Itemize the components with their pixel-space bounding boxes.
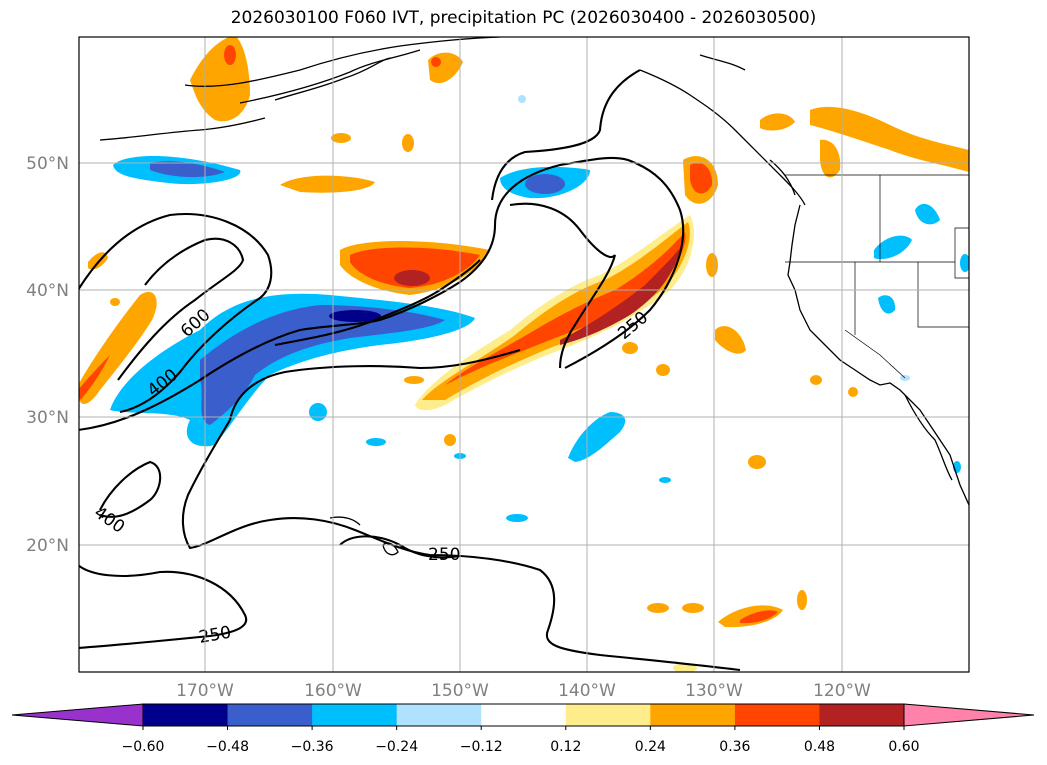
colorbar-tick-label: 0.60 [888,739,919,755]
colorbar-tick-label: −0.24 [375,739,418,755]
state-borders [785,174,969,379]
contour-label: 250 [428,545,460,565]
positive-pc-shading [79,37,969,672]
colorbar-tick-label: 0.36 [719,739,750,755]
colorbar-box [143,704,229,726]
lon-label: 130°W [685,681,743,701]
lat-label: 40°N [26,281,69,301]
colorbar-box [227,704,313,726]
lon-label: 170°W [176,681,234,701]
colorbar-tick-label: −0.60 [122,739,165,755]
colorbar-box [565,704,651,726]
lon-label: 120°W [813,681,871,701]
lat-label: 30°N [26,408,69,428]
colorbar-box [819,704,905,726]
colorbar: −0.60 −0.48 −0.36 −0.24 −0.12 0.12 0.24 0.36 0.4… [11,703,1035,755]
map-title: 2026030100 F060 IVT, precipitation PC (2… [230,8,817,28]
colorbar-tick-label: −0.36 [291,739,334,755]
coastlines [99,37,969,556]
colorbar-tick-label: 0.24 [635,739,666,755]
colorbar-tick-label: −0.12 [460,739,503,755]
colorbar-box [312,704,398,726]
colorbar-tick-label: 0.12 [550,739,581,755]
lon-label: 140°W [558,681,616,701]
colorbar-extend-min [11,703,144,727]
colorbar-tick-label: −0.48 [206,739,249,755]
lat-labels: 50°N 40°N 30°N 20°N [26,154,69,556]
colorbar-box [481,704,567,726]
lon-labels: 170°W 160°W 150°W 140°W 130°W 120°W [176,681,871,701]
ivt-contours [79,69,741,672]
lon-label: 150°W [431,681,489,701]
colorbar-box [650,704,736,726]
contour-label: 250 [197,623,232,648]
colorbar-box [396,704,482,726]
colorbar-extend-max [903,703,1035,727]
gridlines [79,37,969,672]
colorbar-tick-label: 0.48 [804,739,835,755]
map-frame [78,36,970,673]
lon-label: 160°W [304,681,362,701]
map-area: 600 400 400 250 250 250 [79,37,969,672]
contour-label: 400 [90,503,128,538]
lat-label: 20°N [26,536,69,556]
colorbar-frame [142,703,905,727]
lat-label: 50°N [26,154,69,174]
colorbar-box [734,704,820,726]
